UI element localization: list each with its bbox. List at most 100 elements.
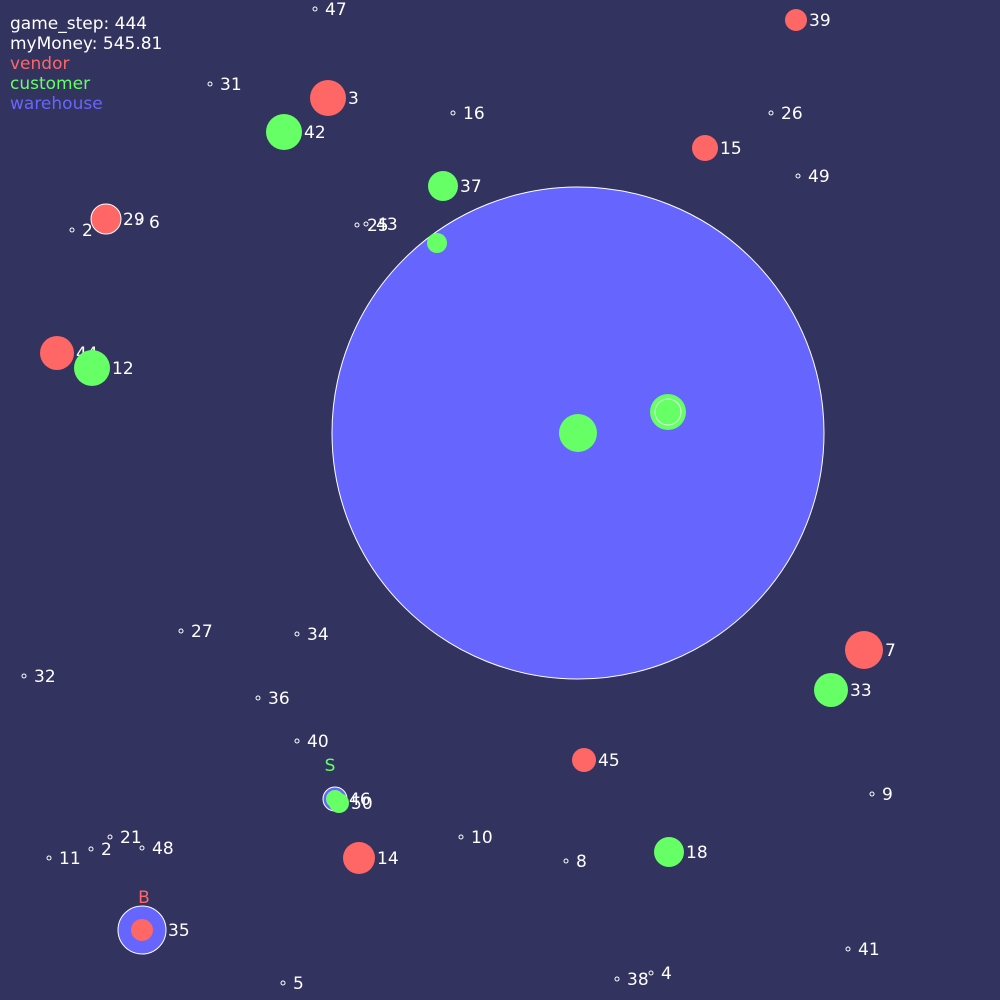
point-node-27: 27	[178, 622, 213, 642]
vendor-node-45: 45	[572, 748, 620, 772]
point-circle	[363, 221, 369, 227]
node-label-48: 48	[152, 839, 174, 859]
customer-node-42: 42	[266, 114, 326, 150]
customer-node-ring	[654, 398, 682, 426]
node-label-39: 39	[809, 11, 831, 31]
point-node-8: 8	[563, 852, 587, 872]
node-label-45: 45	[598, 751, 620, 771]
hud-panel: game_step: 444 myMoney: 545.81 vendor cu…	[10, 14, 162, 114]
point-node-10: 10	[458, 828, 493, 848]
point-circle	[768, 110, 774, 116]
point-node-6: 6	[136, 213, 160, 233]
vendor-circle	[310, 80, 346, 116]
node-label-4: 4	[661, 964, 672, 984]
node-label-32: 32	[34, 667, 56, 687]
point-circle	[795, 173, 801, 179]
node-label-31: 31	[220, 75, 242, 95]
point-circle	[648, 970, 654, 976]
vendor-circle	[785, 9, 807, 31]
point-circle	[255, 695, 261, 701]
node-label-8: 8	[576, 852, 587, 872]
customer-circle	[266, 114, 302, 150]
node-label-26: 26	[781, 104, 803, 124]
node-label-27: 27	[191, 622, 213, 642]
point-circle	[845, 946, 851, 952]
point-node-5: 5	[280, 974, 304, 994]
point-node-25: 25	[354, 216, 389, 236]
customer-circle	[329, 793, 349, 813]
node-label-15: 15	[720, 139, 742, 159]
node-label-43: 43	[376, 215, 398, 235]
node-label-46: 46	[349, 790, 371, 810]
customer-circle	[654, 837, 684, 867]
node-label-3: 3	[348, 89, 359, 109]
point-circle	[88, 846, 94, 852]
node-label-49: 49	[808, 167, 830, 187]
point-circle	[280, 980, 286, 986]
point-circle	[450, 110, 456, 116]
point-node-43: 43	[363, 215, 398, 235]
point-circle	[139, 845, 145, 851]
node-label-36: 36	[268, 689, 290, 709]
point-node-9: 9	[869, 785, 893, 805]
node-label-21: 21	[120, 828, 142, 848]
game-step-readout: game_step: 444	[10, 14, 148, 34]
point-circle	[354, 222, 360, 228]
node-label-10: 10	[471, 828, 493, 848]
point-circle	[21, 673, 27, 679]
point-circle	[563, 858, 569, 864]
node-label-38: 38	[627, 970, 649, 990]
node-label-12: 12	[112, 359, 134, 379]
vendor-circle	[572, 748, 596, 772]
point-circle	[312, 6, 318, 12]
point-node-34: 34	[294, 625, 329, 645]
node-label-25: 25	[367, 216, 389, 236]
node-label-5: 5	[293, 974, 304, 994]
point-circle	[107, 834, 113, 840]
vendor-node-3: 3	[310, 80, 359, 116]
customer-node-center	[559, 414, 597, 452]
customer-node-50: 50	[329, 793, 373, 814]
node-label-50: 50	[351, 794, 373, 814]
node-label-9: 9	[882, 785, 893, 805]
vendor-circle	[343, 842, 375, 874]
point-node-41: 41	[845, 940, 880, 960]
point-node-31: 31	[207, 75, 242, 95]
node-label-40: 40	[307, 732, 329, 752]
legend-warehouse: warehouse	[10, 94, 103, 114]
warehouse-inner-circle	[131, 919, 153, 941]
point-circle	[294, 631, 300, 637]
customer-circle	[428, 171, 458, 201]
vendor-circle	[40, 336, 74, 370]
legend-vendor: vendor	[10, 54, 70, 74]
point-node-11: 11	[46, 849, 81, 869]
point-circle	[869, 791, 875, 797]
node-label-14: 14	[377, 849, 399, 869]
customer-node-12: 12	[74, 350, 134, 386]
marker-b: B	[138, 888, 150, 908]
customer-node-37: 37	[428, 171, 482, 201]
node-label-35: 35	[168, 921, 190, 941]
customer-node-33: 33	[814, 673, 872, 707]
point-node-16: 16	[450, 104, 485, 124]
vendor-node-15: 15	[692, 135, 742, 161]
vendor-circle	[845, 631, 883, 669]
vendor-node-29: 29	[90, 203, 145, 235]
point-circle	[458, 834, 464, 840]
node-label-18: 18	[686, 843, 708, 863]
point-circle	[207, 81, 213, 87]
warehouse-node-35: 35	[117, 905, 190, 955]
node-label-6: 6	[149, 213, 160, 233]
node-label-47: 47	[325, 0, 347, 20]
node-label-2: 2	[101, 840, 112, 860]
legend-customer: customer	[10, 74, 91, 94]
node-label-29: 29	[123, 210, 145, 230]
money-readout: myMoney: 545.81	[10, 34, 163, 54]
point-node-2: 2	[69, 221, 93, 241]
node-label-37: 37	[460, 177, 482, 197]
vendor-circle	[692, 135, 718, 161]
vendor-node-14: 14	[343, 842, 399, 874]
point-circle	[614, 976, 620, 982]
point-node-40: 40	[294, 732, 329, 752]
